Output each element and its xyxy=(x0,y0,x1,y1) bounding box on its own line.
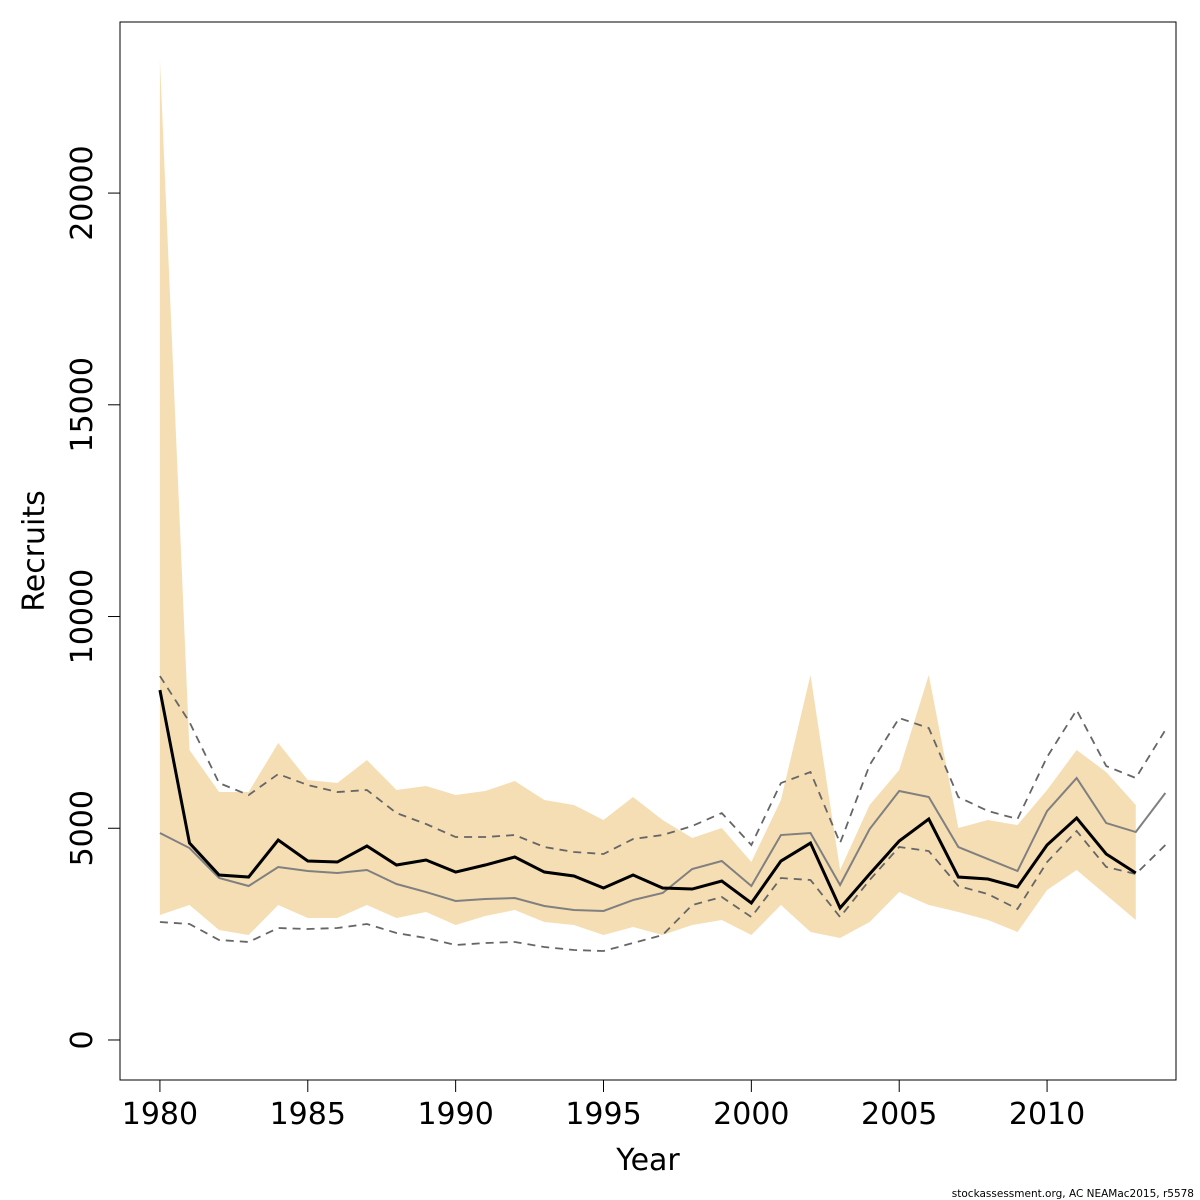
x-tick-label: 2005 xyxy=(861,1097,937,1132)
x-tick-label: 1980 xyxy=(122,1097,198,1132)
y-axis-label: Recruits xyxy=(17,490,52,612)
footnote: stockassessment.org, AC NEAMac2015, r557… xyxy=(952,1188,1194,1200)
y-tick-label: 15000 xyxy=(65,357,100,452)
series-line xyxy=(159,776,1167,913)
x-tick-label: 1995 xyxy=(565,1097,641,1132)
x-axis-label: Year xyxy=(615,1143,680,1178)
dashed-line xyxy=(159,829,1166,952)
y-tick-label: 10000 xyxy=(65,569,100,664)
x-tick-label: 2000 xyxy=(713,1097,789,1132)
confidence-band xyxy=(159,60,1136,939)
y-tick-label: 5000 xyxy=(65,790,100,866)
x-tick-label: 2010 xyxy=(1009,1097,1085,1132)
x-tick-label: 1985 xyxy=(270,1097,346,1132)
y-tick-label: 0 xyxy=(65,1030,100,1049)
plot-frame xyxy=(119,21,1177,1081)
dashed-line xyxy=(159,675,1167,855)
x-tick-label: 1990 xyxy=(417,1097,493,1132)
series-line xyxy=(158,689,1137,911)
y-tick-label: 20000 xyxy=(65,145,100,240)
